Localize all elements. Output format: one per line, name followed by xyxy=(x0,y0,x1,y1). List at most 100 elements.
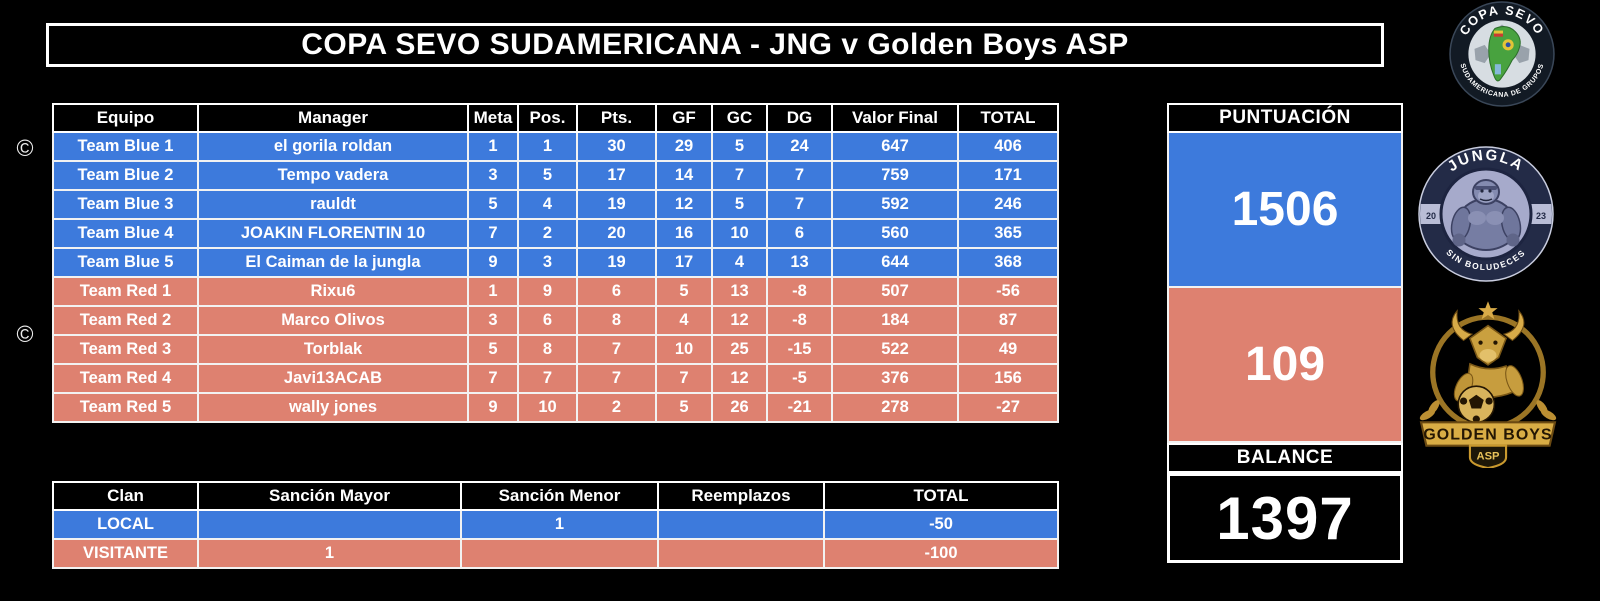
table-cell: 17 xyxy=(655,247,713,278)
table-cell: 7 xyxy=(576,334,657,365)
column-header: GF xyxy=(655,103,713,133)
table-cell: 7 xyxy=(517,363,578,394)
table-cell: 10 xyxy=(517,392,578,423)
column-header: TOTAL xyxy=(823,481,1059,511)
table-cell: 4 xyxy=(655,305,713,336)
captain-mark-blue: © xyxy=(16,135,34,161)
table-cell: El Caiman de la jungla xyxy=(197,247,469,278)
score-panel: PUNTUACIÓN 1506 109 BALANCE 1397 xyxy=(1167,103,1403,563)
table-row: Team Red 2 Marco Olivos 3 6 8 4 12 -8 184 87 xyxy=(52,305,1059,336)
table-cell: 49 xyxy=(957,334,1059,365)
table-cell: 647 xyxy=(831,131,959,162)
puntuacion-header: PUNTUACIÓN xyxy=(1167,103,1403,133)
table-cell: -56 xyxy=(957,276,1059,307)
table-cell: Team Red 2 xyxy=(52,305,199,336)
table-cell: 8 xyxy=(517,334,578,365)
star-icon xyxy=(1478,301,1498,320)
copa-sevo-tournament-logo: COPA SEVO SUDAMERICANA DE GRUPOS xyxy=(1448,0,1556,108)
table-cell: 3 xyxy=(467,160,519,191)
column-header: Manager xyxy=(197,103,469,133)
table-cell: 592 xyxy=(831,189,959,220)
table-cell: 12 xyxy=(655,189,713,220)
table-cell: 10 xyxy=(655,334,713,365)
table-cell: 7 xyxy=(467,363,519,394)
column-header: Meta xyxy=(467,103,519,133)
blue-score-value: 1506 xyxy=(1231,183,1339,236)
table-cell: 365 xyxy=(957,218,1059,249)
table-cell: rauldt xyxy=(197,189,469,220)
table-cell xyxy=(657,509,825,540)
table-cell: 171 xyxy=(957,160,1059,191)
column-header: Sanción Mayor xyxy=(197,481,462,511)
title-bar: COPA SEVO SUDAMERICANA - JNG v Golden Bo… xyxy=(46,23,1384,67)
table-cell: 12 xyxy=(711,363,768,394)
table-cell: 8 xyxy=(576,305,657,336)
table-cell: 17 xyxy=(576,160,657,191)
column-header: TOTAL xyxy=(957,103,1059,133)
table-row: Team Blue 1 el gorila roldan 1 1 30 29 5 24 647 4… xyxy=(52,131,1059,162)
table-cell: Tempo vadera xyxy=(197,160,469,191)
table-cell xyxy=(657,538,825,569)
table-cell: 3 xyxy=(517,247,578,278)
column-header: Equipo xyxy=(52,103,199,133)
standings-table: Equipo Manager Meta Pos. Pts. GF GC DG Valor Fin… xyxy=(52,103,1059,423)
column-header: GC xyxy=(711,103,768,133)
table-cell: Rixu6 xyxy=(197,276,469,307)
golden-boys-banner-text: GOLDEN BOYS xyxy=(1423,426,1552,443)
table-cell: 25 xyxy=(711,334,768,365)
table-cell: 5 xyxy=(655,276,713,307)
table-cell: 7 xyxy=(711,160,768,191)
gorilla-icon xyxy=(1450,179,1522,252)
sanctions-table: Clan Sanción Mayor Sanción Menor Reemplazos… xyxy=(52,481,1059,569)
table-cell: JOAKIN FLORENTIN 10 xyxy=(197,218,469,249)
table-cell: el gorila roldan xyxy=(197,131,469,162)
table-cell: 759 xyxy=(831,160,959,191)
table-cell: 14 xyxy=(655,160,713,191)
table-cell: 2 xyxy=(576,392,657,423)
column-header: Clan xyxy=(52,481,199,511)
table-cell: -27 xyxy=(957,392,1059,423)
table-cell: 406 xyxy=(957,131,1059,162)
table-cell: 13 xyxy=(766,247,833,278)
table-cell: LOCAL xyxy=(52,509,199,540)
table-row: Team Blue 4 JOAKIN FLORENTIN 10 7 2 20 16 10 6 5… xyxy=(52,218,1059,249)
column-header: Valor Final xyxy=(831,103,959,133)
table-cell: 1 xyxy=(517,131,578,162)
balance-value: 1397 xyxy=(1216,484,1354,552)
table-cell: 16 xyxy=(655,218,713,249)
red-score-box: 109 xyxy=(1167,288,1403,443)
table-cell: 19 xyxy=(576,247,657,278)
table-cell: 20 xyxy=(576,218,657,249)
table-cell: 2 xyxy=(517,218,578,249)
golden-boys-shield-text: ASP xyxy=(1477,451,1500,463)
table-cell: 7 xyxy=(655,363,713,394)
table-cell: Marco Olivos xyxy=(197,305,469,336)
table-cell: 9 xyxy=(517,276,578,307)
table-cell: 1 xyxy=(197,538,462,569)
column-header: DG xyxy=(766,103,833,133)
table-cell: 1 xyxy=(460,509,659,540)
table-cell: 184 xyxy=(831,305,959,336)
table-cell: Team Blue 2 xyxy=(52,160,199,191)
sanctions-body: LOCAL 1 -50 VISITANTE 1 -100 xyxy=(52,509,1059,569)
table-cell: 30 xyxy=(576,131,657,162)
red-score-value: 109 xyxy=(1244,338,1326,391)
table-row: VISITANTE 1 -100 xyxy=(52,538,1059,569)
table-cell: 5 xyxy=(467,189,519,220)
table-cell: -8 xyxy=(766,276,833,307)
column-header: Reemplazos xyxy=(657,481,825,511)
table-cell: Team Blue 5 xyxy=(52,247,199,278)
table-cell: 368 xyxy=(957,247,1059,278)
table-cell: 12 xyxy=(711,305,768,336)
captain-mark-red: © xyxy=(16,321,34,347)
table-cell: 13 xyxy=(711,276,768,307)
table-cell: Team Red 3 xyxy=(52,334,199,365)
table-cell: -5 xyxy=(766,363,833,394)
table-cell: Team Blue 1 xyxy=(52,131,199,162)
table-cell: 7 xyxy=(766,189,833,220)
table-row: LOCAL 1 -50 xyxy=(52,509,1059,540)
table-cell: 7 xyxy=(766,160,833,191)
column-header: Pts. xyxy=(576,103,657,133)
golden-boys-clan-logo: GOLDEN BOYS ASP xyxy=(1408,298,1568,468)
table-cell: 3 xyxy=(467,305,519,336)
